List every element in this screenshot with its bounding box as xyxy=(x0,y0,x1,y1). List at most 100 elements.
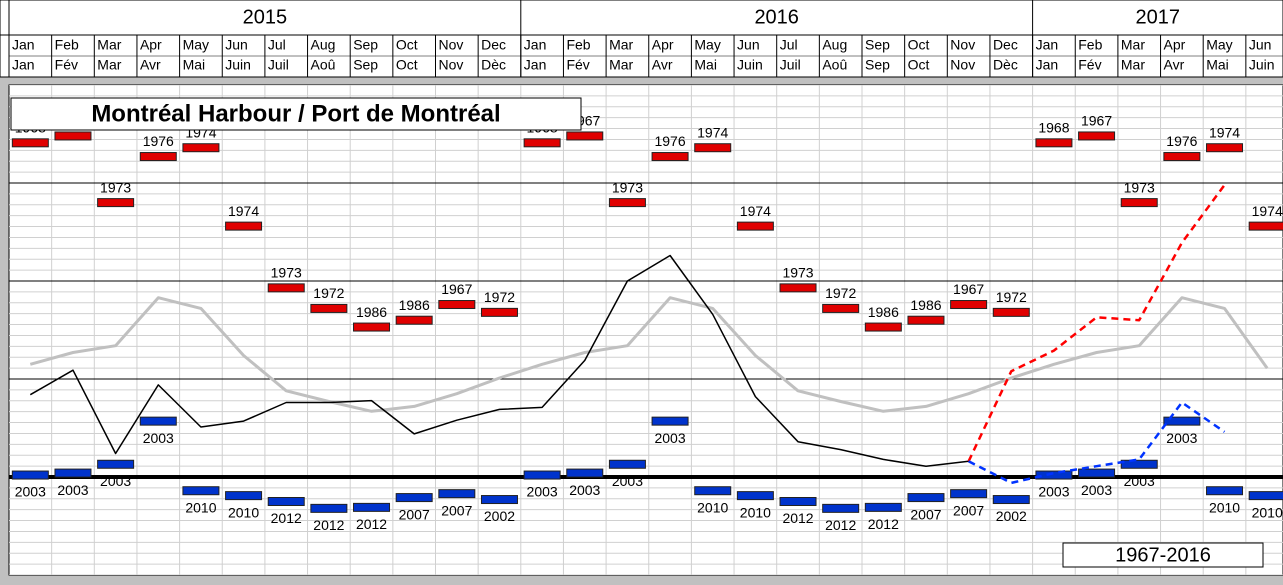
month-label-fr: Dèc xyxy=(481,57,506,73)
record-bar xyxy=(736,491,774,501)
year-label: 2016 xyxy=(754,6,799,28)
month-label-fr: Mar xyxy=(1121,57,1145,73)
record-year: 1974 xyxy=(1252,203,1283,219)
record-year: 2003 xyxy=(1124,473,1155,489)
record-year: 1967 xyxy=(1081,113,1112,129)
record-bar xyxy=(822,503,860,513)
month-label-en: Feb xyxy=(1078,37,1102,53)
record-bar xyxy=(310,503,348,513)
record-bar xyxy=(950,300,988,310)
record-year: 2010 xyxy=(1209,499,1240,515)
month-label-fr: Jan xyxy=(12,57,35,73)
record-bar xyxy=(1163,152,1201,162)
record-bar xyxy=(480,307,518,317)
record-bar xyxy=(523,470,561,480)
month-label-en: Feb xyxy=(566,37,590,53)
record-bar xyxy=(694,143,732,153)
record-year: 2003 xyxy=(1081,482,1112,498)
month-label-fr: Juin xyxy=(737,57,763,73)
record-year: 1986 xyxy=(399,297,430,313)
record-bar xyxy=(480,495,518,505)
title-box xyxy=(10,97,582,131)
record-year: 2007 xyxy=(399,506,430,522)
record-bar xyxy=(822,303,860,313)
record-bar xyxy=(225,221,263,231)
month-label-fr: Oct xyxy=(396,57,418,73)
month-label-en: Apr xyxy=(140,37,162,53)
record-year: 1973 xyxy=(100,179,131,195)
month-label-fr: Nov xyxy=(439,57,464,73)
record-bar xyxy=(97,198,135,208)
record-bar xyxy=(11,470,49,480)
month-label-en: Jan xyxy=(1036,37,1059,53)
month-label-en: Mar xyxy=(97,37,121,53)
month-label-fr: Avr xyxy=(140,57,161,73)
record-bar xyxy=(1120,459,1158,469)
record-bar xyxy=(608,198,646,208)
month-label-fr: Sep xyxy=(865,57,890,73)
record-bar xyxy=(353,322,391,332)
record-bar xyxy=(566,131,604,141)
record-year: 2003 xyxy=(1166,430,1197,446)
month-label-fr: Juil xyxy=(268,57,289,73)
record-year: 2003 xyxy=(100,473,131,489)
record-bar xyxy=(907,315,945,325)
month-label-en: May xyxy=(1206,37,1232,53)
month-label-fr: Sep xyxy=(353,57,378,73)
record-year: 1986 xyxy=(356,304,387,320)
month-label-en: Jul xyxy=(268,37,286,53)
record-bar xyxy=(438,489,476,499)
month-label-fr: Mar xyxy=(609,57,633,73)
record-bar xyxy=(225,491,263,501)
series-line xyxy=(29,254,969,467)
month-label-en: Oct xyxy=(396,37,418,53)
record-year: 2002 xyxy=(484,508,515,524)
chart-title: Montréal Harbour / Port de Montréal xyxy=(91,100,500,127)
record-year: 1974 xyxy=(697,124,728,140)
record-year: 2010 xyxy=(185,499,216,515)
record-bar xyxy=(651,152,689,162)
record-year: 2010 xyxy=(740,504,771,520)
month-label-fr: Jan xyxy=(1036,57,1059,73)
record-bar xyxy=(779,497,817,506)
month-label-en: Dec xyxy=(993,37,1018,53)
record-year: 2003 xyxy=(1038,484,1069,500)
record-year: 1972 xyxy=(313,285,344,301)
record-year: 2003 xyxy=(654,430,685,446)
record-bar xyxy=(864,502,902,512)
record-year: 1972 xyxy=(484,289,515,305)
record-bar xyxy=(694,486,732,496)
record-year: 2012 xyxy=(825,517,856,533)
record-bar xyxy=(11,138,49,148)
record-bar xyxy=(1078,468,1116,478)
month-label-en: Aug xyxy=(822,37,847,53)
record-year: 2012 xyxy=(868,516,899,532)
record-year: 2003 xyxy=(57,482,88,498)
month-label-fr: Mai xyxy=(694,57,717,73)
record-year: 2012 xyxy=(271,510,302,526)
record-bar xyxy=(1120,198,1158,208)
month-label-fr: Mar xyxy=(97,57,121,73)
record-bar xyxy=(54,468,92,478)
month-label-en: Feb xyxy=(55,37,79,53)
record-bar xyxy=(310,303,348,313)
header xyxy=(0,0,1283,78)
record-bar xyxy=(353,502,391,512)
record-year: 1973 xyxy=(271,265,302,281)
record-bar xyxy=(395,493,433,503)
month-label-en: Sep xyxy=(865,37,890,53)
period-label: 1967-2016 xyxy=(1115,544,1211,566)
month-label-fr: Fév xyxy=(1078,57,1101,73)
month-label-fr: Mai xyxy=(1206,57,1229,73)
record-bar xyxy=(139,416,177,426)
month-label-fr: Avr xyxy=(1164,57,1185,73)
record-year: 1974 xyxy=(228,203,259,219)
record-year: 1967 xyxy=(953,281,984,297)
month-label-en: Jan xyxy=(524,37,547,53)
month-label-fr: Juil xyxy=(780,57,801,73)
month-label-fr: Aoû xyxy=(311,57,336,73)
record-bar xyxy=(1163,416,1201,426)
month-label-fr: Juin xyxy=(1249,57,1275,73)
record-year: 1967 xyxy=(441,281,472,297)
